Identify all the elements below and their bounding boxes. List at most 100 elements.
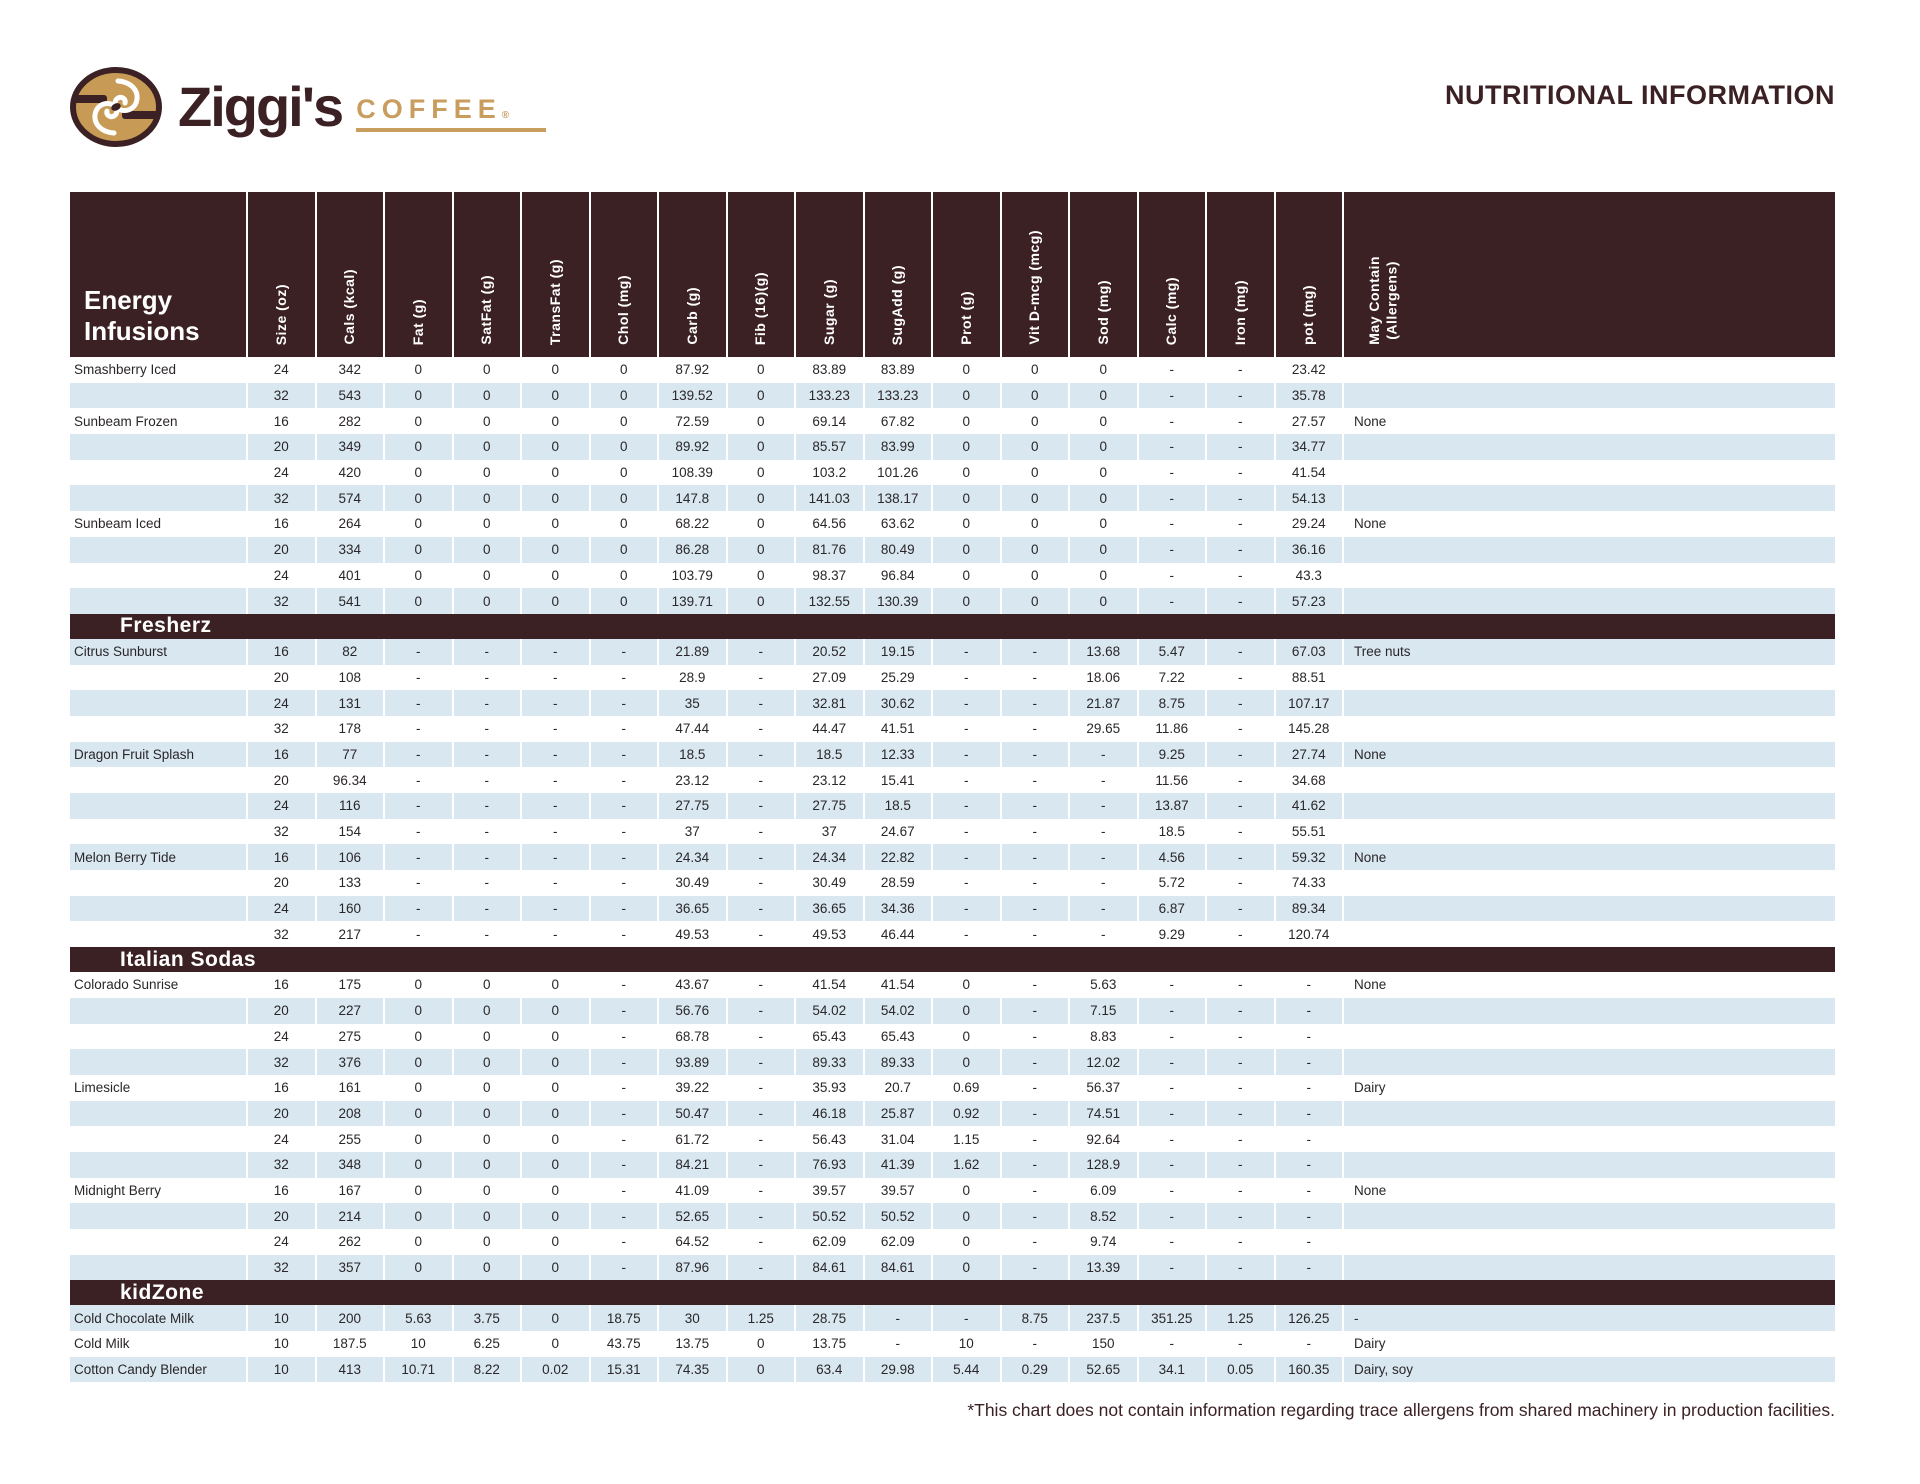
cell-value: 0 bbox=[383, 1049, 453, 1075]
cell-value: 0 bbox=[383, 536, 453, 563]
cell-value: 49.53 bbox=[657, 921, 727, 948]
cell-value: - bbox=[931, 818, 1001, 845]
cell-value: 86.28 bbox=[657, 536, 727, 563]
cell-value: 0 bbox=[588, 459, 658, 486]
cell-value: 4.56 bbox=[1136, 844, 1206, 871]
cell-value: - bbox=[1136, 382, 1206, 409]
cell-value: 34.1 bbox=[1136, 1356, 1206, 1383]
cell-value: 120.74 bbox=[1273, 921, 1343, 948]
cell-value: 41.39 bbox=[862, 1151, 932, 1178]
cell-value: 334 bbox=[314, 536, 384, 563]
cell-value: 1.62 bbox=[931, 1151, 1001, 1178]
cell-value: 16 bbox=[246, 511, 316, 537]
cell-value: 0 bbox=[725, 562, 795, 589]
cell-value: 6.87 bbox=[1136, 895, 1206, 922]
cell-allergen: Tree nuts bbox=[1342, 638, 1835, 665]
cell-value: - bbox=[520, 690, 590, 716]
cell-value: 0 bbox=[383, 485, 453, 512]
cell-value: 5.47 bbox=[1136, 638, 1206, 665]
cell-allergen: None bbox=[1342, 1177, 1835, 1204]
cell-value: 1.25 bbox=[1205, 1305, 1275, 1332]
cell-value: 35.93 bbox=[794, 1074, 864, 1101]
cell-value: - bbox=[588, 1229, 658, 1255]
cell-value: 32 bbox=[246, 921, 316, 948]
drink-name bbox=[70, 1126, 247, 1152]
cell-value: - bbox=[999, 1100, 1069, 1127]
cell-value: 0 bbox=[383, 1151, 453, 1178]
cell-value: 32 bbox=[246, 715, 316, 742]
table-header: Energy Infusions Size (oz) Cals (kcal) Fat … bbox=[70, 192, 1835, 357]
cell-value: - bbox=[1273, 1229, 1343, 1255]
column-header: May Contain (Allergens) bbox=[1342, 192, 1835, 357]
cell-value: 80.49 bbox=[862, 536, 932, 563]
cell-value: - bbox=[1205, 1331, 1275, 1357]
cell-value: - bbox=[383, 715, 453, 742]
cell-value: - bbox=[1273, 1023, 1343, 1050]
cell-value: 351.25 bbox=[1136, 1305, 1206, 1332]
cell-value: - bbox=[1205, 664, 1275, 691]
cell-value: - bbox=[999, 793, 1069, 819]
cell-value: 55.51 bbox=[1273, 818, 1343, 845]
cell-value: 89.34 bbox=[1273, 895, 1343, 922]
cell-value: - bbox=[1205, 1074, 1275, 1101]
cell-value: 18.75 bbox=[588, 1305, 658, 1332]
drink-name bbox=[70, 460, 247, 486]
cell-value: 47.44 bbox=[657, 715, 727, 742]
cell-value: 0 bbox=[931, 382, 1001, 409]
cell-allergen: Dairy bbox=[1342, 1074, 1835, 1101]
brand-wordmark: Ziggi's bbox=[178, 75, 344, 138]
cell-value: 41.09 bbox=[657, 1177, 727, 1204]
cell-value: 0 bbox=[451, 1177, 521, 1204]
cell-value: 20 bbox=[246, 870, 316, 896]
cell-value: - bbox=[588, 1126, 658, 1152]
cell-value: 22.82 bbox=[862, 844, 932, 871]
cell-value: 0 bbox=[588, 536, 658, 563]
cell-value: - bbox=[451, 741, 521, 768]
cell-value: 376 bbox=[314, 1049, 384, 1075]
cell-value: 237.5 bbox=[1068, 1305, 1138, 1332]
cell-value: - bbox=[725, 741, 795, 768]
cell-value: 50.52 bbox=[862, 1203, 932, 1229]
cell-value: 131 bbox=[314, 690, 384, 716]
cell-allergen bbox=[1342, 767, 1835, 793]
cell-value: 126.25 bbox=[1273, 1305, 1343, 1332]
cell-value: 32 bbox=[246, 382, 316, 409]
cell-value: 147.8 bbox=[657, 485, 727, 512]
cell-value: - bbox=[1068, 767, 1138, 793]
cell-value: - bbox=[725, 1126, 795, 1152]
cell-value: 0 bbox=[1068, 536, 1138, 563]
cell-value: - bbox=[1136, 1151, 1206, 1178]
cell-value: - bbox=[931, 767, 1001, 793]
cell-value: - bbox=[1205, 1049, 1275, 1075]
cell-value: 56.76 bbox=[657, 997, 727, 1024]
cell-value: 0 bbox=[931, 511, 1001, 537]
cell-value: - bbox=[520, 741, 590, 768]
cell-value: 0 bbox=[520, 1305, 590, 1332]
cell-value: 0 bbox=[520, 1049, 590, 1075]
cell-value: 65.43 bbox=[794, 1023, 864, 1050]
cell-value: 0 bbox=[931, 562, 1001, 589]
nutrition-table-wrap: Energy Infusions Size (oz) Cals (kcal) Fat … bbox=[70, 192, 1835, 1383]
cell-value: 420 bbox=[314, 459, 384, 486]
cell-value: 150 bbox=[1068, 1331, 1138, 1357]
cell-value: - bbox=[999, 895, 1069, 922]
cell-value: 32 bbox=[246, 818, 316, 845]
cell-value: - bbox=[588, 1151, 658, 1178]
cell-value: 5.72 bbox=[1136, 870, 1206, 896]
cell-value: - bbox=[999, 1331, 1069, 1357]
cell-value: 0 bbox=[588, 511, 658, 537]
cell-value: 0 bbox=[520, 357, 590, 383]
cell-value: - bbox=[451, 664, 521, 691]
drink-name bbox=[70, 1254, 247, 1281]
cell-value: - bbox=[725, 1229, 795, 1255]
cell-value: - bbox=[931, 844, 1001, 871]
cell-allergen bbox=[1342, 434, 1835, 460]
cell-value: 214 bbox=[314, 1203, 384, 1229]
cell-value: 0 bbox=[451, 434, 521, 460]
cell-value: 23.12 bbox=[657, 767, 727, 793]
cell-value: 0 bbox=[931, 485, 1001, 512]
drink-name: Citrus Sunburst bbox=[70, 638, 247, 665]
cell-value: - bbox=[1068, 921, 1138, 948]
cell-value: - bbox=[1205, 459, 1275, 486]
drink-name: Cold Chocolate Milk bbox=[70, 1305, 247, 1332]
